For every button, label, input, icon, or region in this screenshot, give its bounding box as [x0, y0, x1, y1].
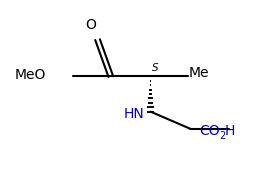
Text: Me: Me [189, 66, 210, 80]
Text: O: O [85, 18, 96, 32]
Text: S: S [152, 63, 158, 73]
Text: 2: 2 [219, 131, 225, 141]
Text: H: H [225, 124, 235, 138]
Text: HN: HN [124, 107, 145, 121]
Text: CO: CO [200, 124, 220, 138]
Text: MeO: MeO [15, 68, 46, 82]
